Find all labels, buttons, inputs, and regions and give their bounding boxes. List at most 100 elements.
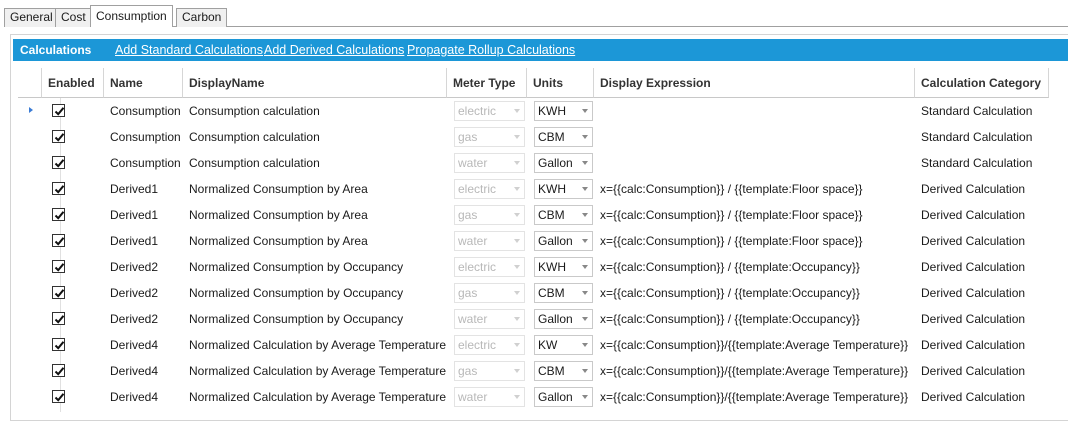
column-header-meter-type[interactable]: Meter Type bbox=[447, 68, 527, 98]
name-cell: Derived1 bbox=[110, 208, 159, 222]
meter-type-select[interactable]: electric bbox=[454, 335, 525, 355]
meter-type-select[interactable]: gas bbox=[454, 361, 525, 381]
chevron-down-icon bbox=[514, 239, 520, 243]
row-selector[interactable] bbox=[18, 280, 42, 306]
meter-type-select[interactable]: gas bbox=[454, 127, 525, 147]
enabled-checkbox[interactable] bbox=[52, 338, 65, 351]
units-value: Gallon bbox=[538, 234, 573, 248]
meter-type-select[interactable]: water bbox=[454, 153, 525, 173]
enabled-checkbox[interactable] bbox=[52, 260, 65, 273]
meter-type-select[interactable]: electric bbox=[454, 257, 525, 277]
row-selector[interactable] bbox=[18, 384, 42, 410]
units-select[interactable]: KWH bbox=[534, 179, 593, 199]
row-selector[interactable] bbox=[18, 254, 42, 280]
check-icon bbox=[54, 341, 65, 350]
add-standard-calculations-link[interactable]: Add Standard Calculations bbox=[115, 43, 264, 57]
row-selector[interactable] bbox=[18, 306, 42, 332]
column-header-calculation-category[interactable]: Calculation Category bbox=[915, 68, 1049, 98]
meter-type-select[interactable]: gas bbox=[454, 205, 525, 225]
enabled-checkbox[interactable] bbox=[52, 312, 65, 325]
chevron-down-icon bbox=[582, 239, 588, 243]
units-select[interactable]: Gallon bbox=[534, 153, 593, 173]
units-select[interactable]: KWH bbox=[534, 101, 593, 121]
enabled-checkbox[interactable] bbox=[52, 104, 65, 117]
row-selector[interactable] bbox=[18, 332, 42, 358]
add-derived-calculations-link[interactable]: Add Derived Calculations bbox=[264, 43, 405, 57]
units-select[interactable]: CBM bbox=[534, 127, 593, 147]
display-expression-cell: x={{calc:Consumption}}/{{template:Averag… bbox=[600, 390, 909, 404]
check-icon bbox=[54, 211, 65, 220]
chevron-down-icon bbox=[514, 343, 520, 347]
units-select[interactable]: KW bbox=[534, 335, 593, 355]
row-selector[interactable] bbox=[18, 176, 42, 202]
meter-type-select[interactable]: electric bbox=[454, 101, 525, 121]
enabled-checkbox[interactable] bbox=[52, 234, 65, 247]
name-cell: Derived4 bbox=[110, 364, 159, 378]
column-header-enabled[interactable]: Enabled bbox=[42, 68, 104, 98]
meter-type-value: electric bbox=[458, 182, 497, 196]
table-row[interactable]: Derived4 Normalized Calculation by Averag… bbox=[18, 332, 1054, 358]
units-select[interactable]: Gallon bbox=[534, 231, 593, 251]
enabled-checkbox[interactable] bbox=[52, 390, 65, 403]
units-select[interactable]: Gallon bbox=[534, 387, 593, 407]
displayname-cell: Normalized Consumption by Area bbox=[189, 208, 368, 222]
meter-type-select[interactable]: water bbox=[454, 387, 525, 407]
enabled-checkbox[interactable] bbox=[52, 182, 65, 195]
enabled-checkbox[interactable] bbox=[52, 156, 65, 169]
meter-type-value: electric bbox=[458, 338, 497, 352]
tab-consumption[interactable]: Consumption bbox=[90, 5, 173, 27]
table-row[interactable]: Derived2 Normalized Consumption by Occupa… bbox=[18, 280, 1054, 306]
calculation-category-cell: Derived Calculation bbox=[921, 182, 1026, 196]
meter-type-select[interactable]: electric bbox=[454, 179, 525, 199]
grid-left-border bbox=[60, 98, 61, 412]
calculation-category-cell: Derived Calculation bbox=[921, 286, 1026, 300]
tab-carbon[interactable]: Carbon bbox=[176, 8, 228, 27]
column-header-name[interactable]: Name bbox=[104, 68, 183, 98]
calculation-category-cell: Derived Calculation bbox=[921, 208, 1026, 222]
tab-general[interactable]: General bbox=[4, 8, 59, 27]
table-row[interactable]: Derived1 Normalized Consumption by Area ga… bbox=[18, 202, 1054, 228]
row-selector[interactable] bbox=[18, 98, 42, 124]
enabled-checkbox[interactable] bbox=[52, 130, 65, 143]
chevron-down-icon bbox=[582, 369, 588, 373]
table-row[interactable]: Derived2 Normalized Consumption by Occupa… bbox=[18, 254, 1054, 280]
column-header-units[interactable]: Units bbox=[527, 68, 594, 98]
units-select[interactable]: Gallon bbox=[534, 309, 593, 329]
table-row[interactable]: Derived1 Normalized Consumption by Area wa… bbox=[18, 228, 1054, 254]
enabled-checkbox[interactable] bbox=[52, 364, 65, 377]
enabled-checkbox[interactable] bbox=[52, 208, 65, 221]
units-select[interactable]: CBM bbox=[534, 205, 593, 225]
meter-type-value: water bbox=[458, 312, 488, 326]
display-expression-cell: x={{calc:Consumption}}/{{template:Averag… bbox=[600, 338, 909, 352]
table-row[interactable]: Derived2 Normalized Consumption by Occupa… bbox=[18, 306, 1054, 332]
units-select[interactable]: CBM bbox=[534, 361, 593, 381]
chevron-down-icon bbox=[514, 135, 520, 139]
meter-type-select[interactable]: water bbox=[454, 309, 525, 329]
tab-cost[interactable]: Cost bbox=[55, 8, 92, 27]
propagate-rollup-calculations-link[interactable]: Propagate Rollup Calculations bbox=[407, 43, 576, 57]
column-header-display-expression[interactable]: Display Expression bbox=[594, 68, 915, 98]
displayname-cell: Normalized Calculation by Average Temper… bbox=[189, 390, 447, 404]
table-row[interactable]: Derived4 Normalized Calculation by Averag… bbox=[18, 384, 1054, 410]
row-selector[interactable] bbox=[18, 124, 42, 150]
table-row[interactable]: Consumption Consumption calculation gas CBM… bbox=[18, 124, 1054, 150]
enabled-checkbox[interactable] bbox=[52, 286, 65, 299]
display-expression-cell: x={{calc:Consumption}}/{{template:Averag… bbox=[600, 364, 909, 378]
check-icon bbox=[54, 107, 65, 116]
row-selector[interactable] bbox=[18, 228, 42, 254]
name-cell: Consumption bbox=[110, 156, 181, 170]
table-row[interactable]: Consumption Consumption calculation electr… bbox=[18, 98, 1054, 124]
column-header-displayname[interactable]: DisplayName bbox=[183, 68, 447, 98]
meter-type-select[interactable]: gas bbox=[454, 283, 525, 303]
table-row[interactable]: Consumption Consumption calculation water G… bbox=[18, 150, 1054, 176]
row-selector[interactable] bbox=[18, 150, 42, 176]
row-selector[interactable] bbox=[18, 358, 42, 384]
meter-type-select[interactable]: water bbox=[454, 231, 525, 251]
units-select[interactable]: CBM bbox=[534, 283, 593, 303]
table-row[interactable]: Derived4 Normalized Calculation by Averag… bbox=[18, 358, 1054, 384]
units-value: KWH bbox=[538, 260, 566, 274]
table-row[interactable]: Derived1 Normalized Consumption by Area el… bbox=[18, 176, 1054, 202]
units-select[interactable]: KWH bbox=[534, 257, 593, 277]
row-selector[interactable] bbox=[18, 202, 42, 228]
check-icon bbox=[54, 263, 65, 272]
